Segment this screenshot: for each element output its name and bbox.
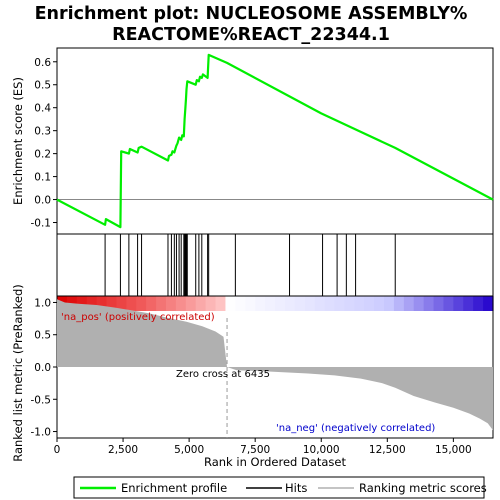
rank-band-segment	[344, 296, 355, 311]
es-y-tick-label: 0.2	[34, 149, 51, 161]
rank-band-segment	[146, 296, 157, 311]
chart-title-line1: Enrichment plot: NUCLEOSOME ASSEMBLY%	[35, 4, 468, 24]
ranking-metric-area	[57, 299, 493, 431]
enrichment-profile-line	[56, 53, 494, 229]
rank-band-segment	[76, 296, 88, 311]
rank-band-segment	[255, 296, 266, 311]
es-y-tick-label: 0.5	[34, 80, 51, 92]
x-tick-label: 0	[54, 444, 61, 456]
rank-band-segment	[304, 296, 316, 311]
es-y-tick-label: 0.3	[34, 126, 51, 138]
rank-band-segment	[215, 296, 227, 311]
rank-band-segment	[393, 296, 405, 311]
x-tick-label: 15,000	[435, 444, 472, 456]
es-y-tick-label: 0.1	[34, 172, 51, 184]
es-y-axis-label: Enrichment score (ES)	[11, 77, 25, 205]
rank-band-segment	[384, 296, 395, 311]
rank-band-segment	[423, 296, 435, 311]
rank-band-segment	[225, 296, 236, 311]
rank-band-segment	[265, 296, 276, 311]
rank-band-segment	[453, 296, 464, 311]
x-tick-label: 10,000	[303, 444, 340, 456]
x-tick-label: 5,000	[174, 444, 204, 456]
pos-correlated-label: 'na_pos' (positively correlated)	[61, 312, 215, 323]
metric-y-tick-label: 0.0	[34, 362, 51, 374]
es-y-tick-label: 0.0	[34, 195, 51, 207]
rank-band-segment	[175, 296, 187, 311]
x-axis-label: Rank in Ordered Dataset	[204, 455, 347, 469]
metric-y-tick-label: -0.5	[31, 394, 52, 406]
x-tick-label: 12,500	[369, 444, 406, 456]
es-y-tick-label: -0.1	[31, 218, 52, 230]
rank-band-segment	[364, 296, 375, 311]
rank-band-segment	[116, 296, 127, 311]
rank-band-segment	[403, 296, 415, 311]
rank-band-segment	[483, 296, 494, 311]
rank-band-segment	[284, 296, 296, 311]
legend-metric-label: Ranking metric scores	[359, 481, 487, 495]
rank-band-segment	[235, 296, 246, 311]
rank-band-segment	[86, 296, 98, 311]
rank-band-segment	[334, 296, 345, 311]
es-y-tick-label: 0.6	[34, 57, 51, 69]
rank-band-segment	[275, 296, 286, 311]
rank-band-segment	[166, 296, 177, 311]
legend-profile-label: Enrichment profile	[121, 481, 227, 495]
neg-correlated-label: 'na_neg' (negatively correlated)	[276, 423, 435, 434]
zero-cross-label: Zero cross at 6435	[176, 369, 270, 380]
rank-band-segment	[413, 296, 425, 311]
rank-band-segment	[443, 296, 454, 311]
rank-band-segment	[156, 296, 167, 311]
rank-band-segment	[324, 296, 336, 311]
rank-band-segment	[106, 296, 118, 311]
rank-band-segment	[126, 296, 137, 311]
rank-band-segment	[136, 296, 147, 311]
rank-band-segment	[433, 296, 445, 311]
rank-band-segment	[473, 296, 484, 311]
metric-y-tick-label: 1.0	[34, 297, 51, 309]
rank-band-segment	[185, 296, 197, 311]
rank-band-segment	[463, 296, 474, 311]
metric-y-tick-label: -1.0	[31, 427, 52, 439]
chart-title-line2: REACTOME%REACT_22344.1	[112, 25, 390, 45]
rank-band-segment	[354, 296, 365, 311]
rank-band-segment	[195, 296, 207, 311]
rank-band-segment	[314, 296, 326, 311]
es-y-tick-label: 0.4	[34, 103, 51, 115]
es-panel-frame	[56, 47, 494, 235]
metric-y-axis-label: Ranked list metric (PreRanked)	[11, 284, 25, 462]
x-tick-label: 7,500	[240, 444, 270, 456]
rank-band-segment	[96, 296, 108, 311]
x-tick-label: 2,500	[108, 444, 138, 456]
legend-hits-label: Hits	[285, 481, 307, 495]
rank-band-segment	[374, 296, 385, 311]
hits-panel-frame	[56, 233, 494, 297]
rank-band-segment	[294, 296, 306, 311]
rank-band-segment	[245, 296, 256, 311]
rank-band-segment	[205, 296, 217, 311]
metric-y-tick-label: 0.5	[34, 330, 51, 342]
